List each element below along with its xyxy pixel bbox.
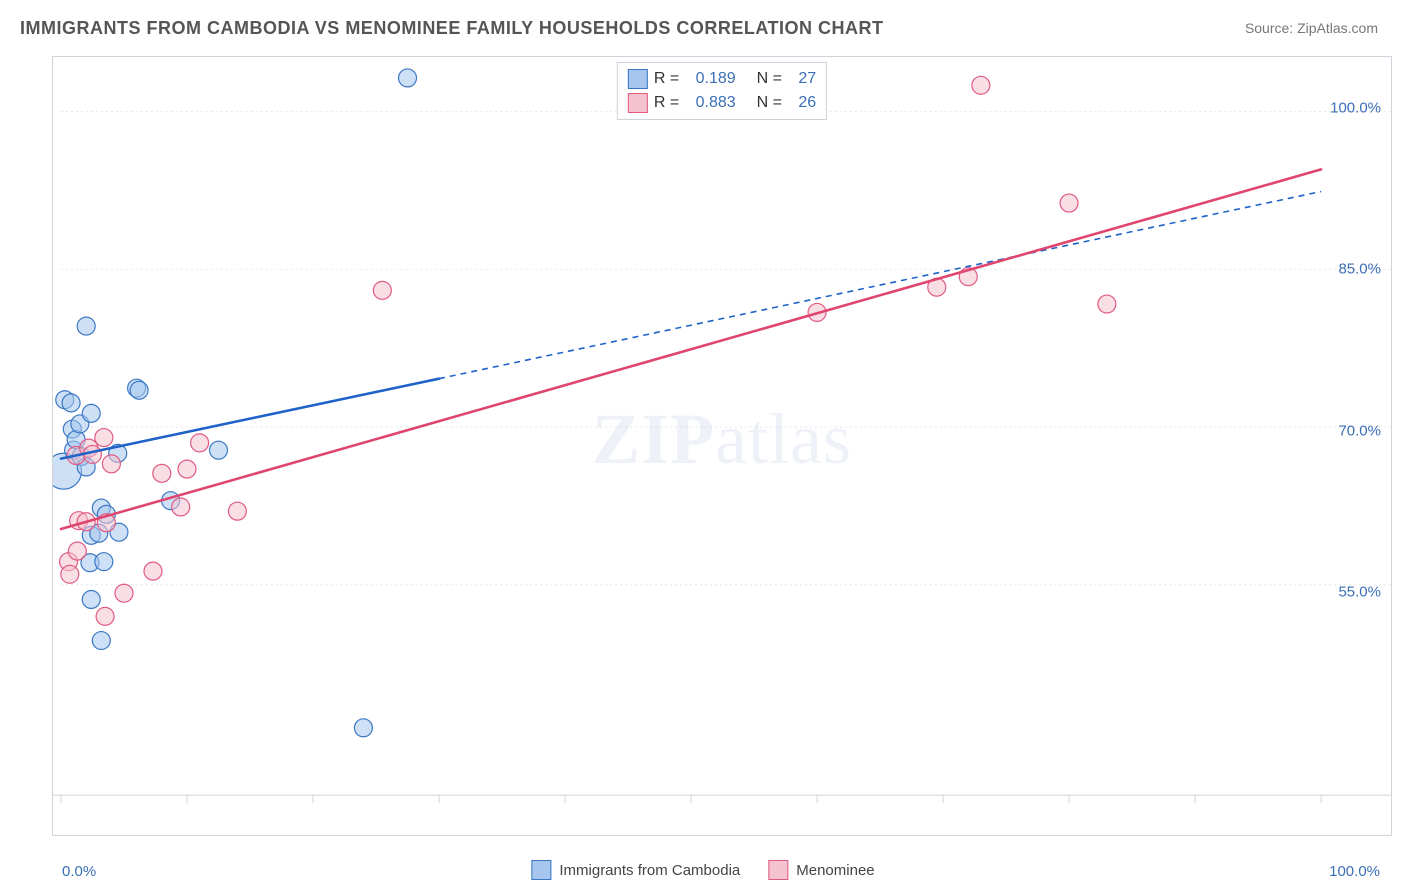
y-tick-label: 55.0%: [1338, 584, 1381, 601]
legend-item-label: Immigrants from Cambodia: [559, 862, 740, 879]
legend-r-value: 0.883: [696, 91, 736, 115]
legend-r-label: R =: [654, 67, 679, 91]
legend-swatch-cambodia: [531, 860, 551, 880]
legend-n-label: N =: [757, 67, 782, 91]
x-tick-label-max: 100.0%: [1329, 863, 1380, 880]
legend-item: Menominee: [768, 860, 874, 880]
chart-title: IMMIGRANTS FROM CAMBODIA VS MENOMINEE FA…: [20, 18, 884, 39]
x-tick-label-min: 0.0%: [62, 863, 96, 880]
legend-r-value: 0.189: [696, 67, 736, 91]
legend-swatch-cambodia: [628, 69, 648, 89]
legend-item: Immigrants from Cambodia: [531, 860, 740, 880]
legend-n-value: 26: [798, 91, 816, 115]
chart-svg: [53, 57, 1391, 835]
legend-swatch-menominee: [768, 860, 788, 880]
legend-swatch-menominee: [628, 93, 648, 113]
legend-n-value: 27: [798, 67, 816, 91]
chart-plot-area: ZIPatlas R = 0.189 N = 27 R = 0.883 N = …: [52, 56, 1392, 836]
legend-row: R = 0.883 N = 26: [628, 91, 816, 115]
y-tick-label: 85.0%: [1338, 261, 1381, 278]
legend-item-label: Menominee: [796, 862, 874, 879]
correlation-legend: R = 0.189 N = 27 R = 0.883 N = 26: [617, 62, 827, 120]
chart-source: Source: ZipAtlas.com: [1245, 20, 1378, 36]
y-tick-label: 100.0%: [1330, 100, 1381, 117]
legend-r-label: R =: [654, 91, 679, 115]
series-legend: Immigrants from Cambodia Menominee: [531, 860, 874, 880]
y-tick-label: 70.0%: [1338, 423, 1381, 440]
legend-n-label: N =: [757, 91, 782, 115]
legend-row: R = 0.189 N = 27: [628, 67, 816, 91]
